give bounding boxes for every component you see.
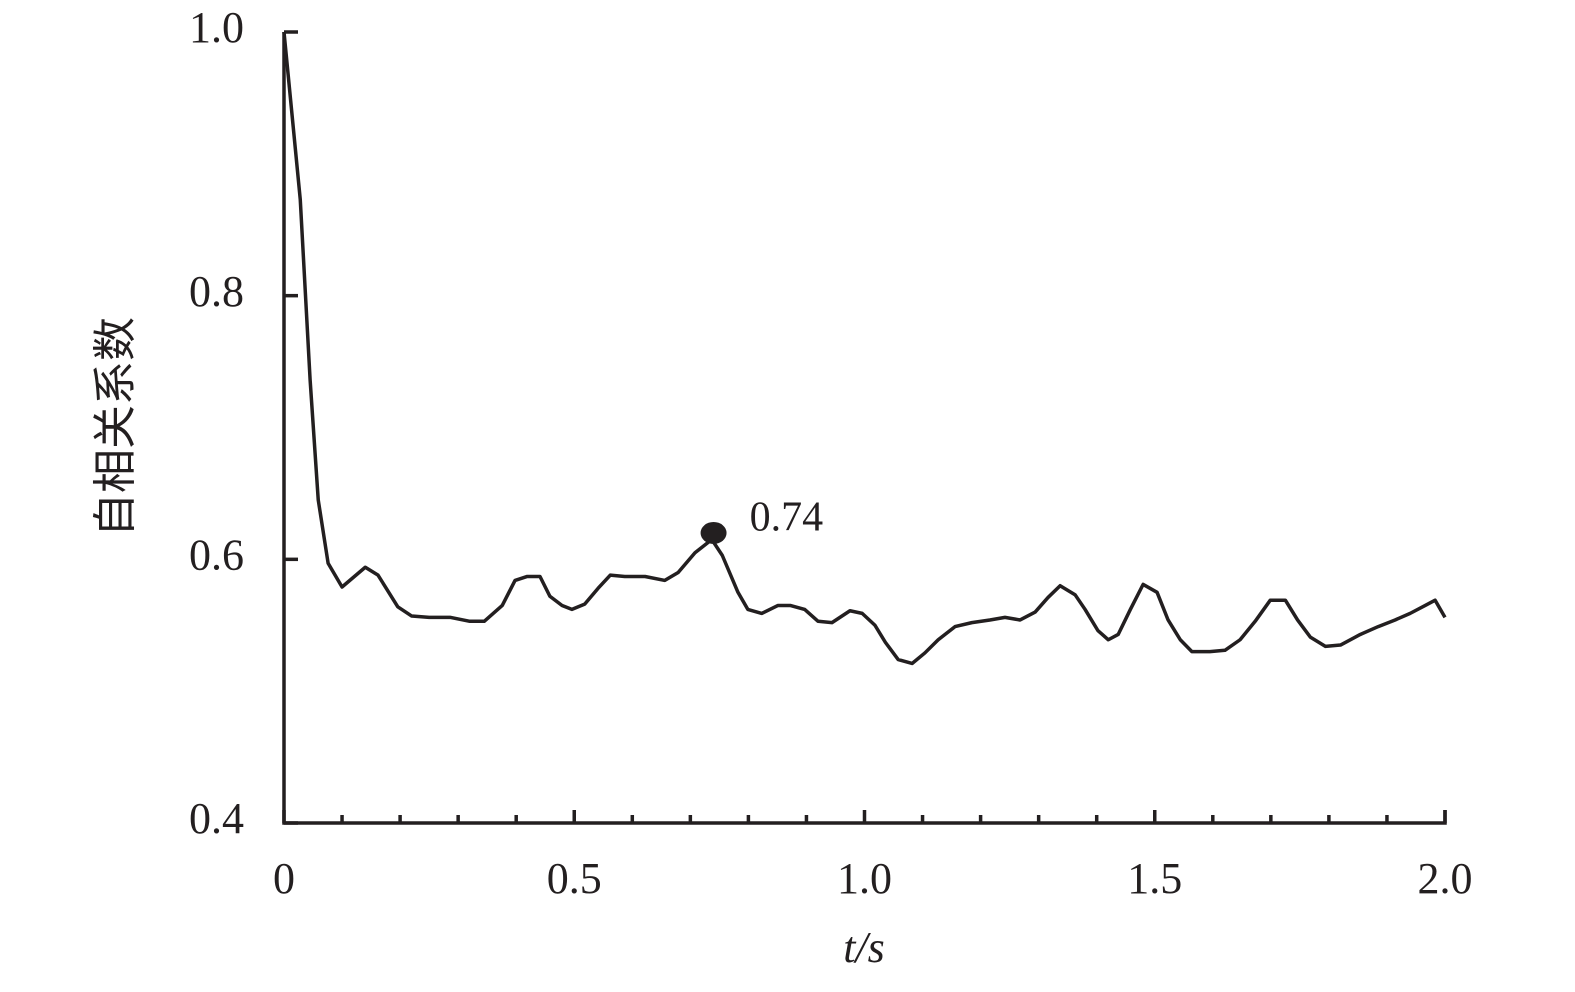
x-tick-label: 0.5 [547,854,602,903]
y-tick-label: 0.6 [189,530,244,579]
x-axis-label: t/s [843,923,885,972]
x-tick-label: 1.0 [837,854,892,903]
x-tick-label: 1.5 [1127,854,1182,903]
x-tick-label: 2.0 [1418,854,1473,903]
annotation-marker [700,521,727,544]
x-tick-label: 0 [273,854,295,903]
data-line [282,31,1447,666]
y-tick-label: 0.8 [189,267,244,316]
axis-line [282,32,1447,825]
y-axis-label: 自相关系数 [91,317,140,537]
annotation-label: 0.74 [750,495,824,541]
y-tick-label: 1.0 [189,3,244,52]
y-tick-label: 0.4 [189,794,244,843]
